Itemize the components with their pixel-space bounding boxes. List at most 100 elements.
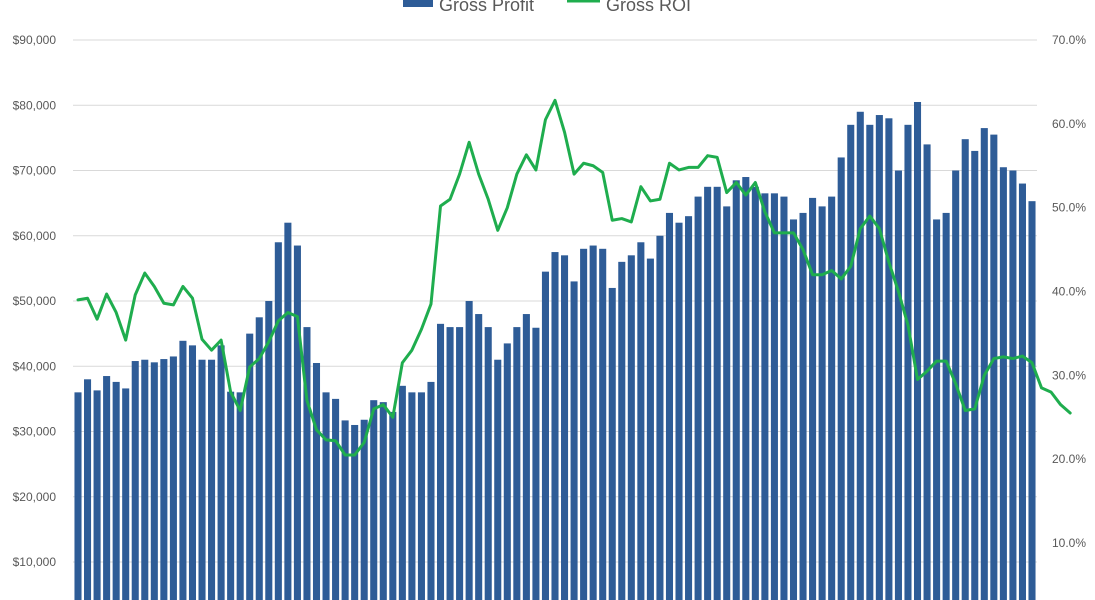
gross-profit-bar <box>217 345 225 600</box>
gross-roi-line <box>76 98 1072 457</box>
right-axis-tick-label: 40.0% <box>1052 285 1086 299</box>
gross-profit-bar <box>942 212 950 600</box>
gross-profit-bar <box>999 167 1007 600</box>
gross-profit-bar <box>913 101 922 600</box>
legend-label-gross-profit: Gross Profit <box>439 0 534 15</box>
gross-profit-bar <box>933 219 941 600</box>
gross-profit-bar <box>894 170 902 600</box>
gross-profit-bar <box>484 327 492 600</box>
gross-profit-bar <box>637 242 645 600</box>
right-axis-tick-label: 50.0% <box>1052 201 1086 215</box>
gross-profit-bar <box>446 327 454 600</box>
gross-profit-bar <box>665 212 674 600</box>
gross-profit-bar <box>580 248 588 600</box>
gross-profit-bar <box>227 391 235 600</box>
gross-profit-bar <box>169 356 177 600</box>
gross-profit-bar <box>312 362 321 600</box>
left-axis-tick-label: $10,000 <box>13 555 57 569</box>
gross-profit-bar <box>351 424 359 600</box>
gross-profit-bar <box>160 359 168 600</box>
legend: Gross Profit Gross ROI <box>403 0 691 15</box>
gross-profit-bar <box>685 216 693 600</box>
gross-profit-bar <box>246 333 254 600</box>
legend-label-gross-roi: Gross ROI <box>606 0 691 15</box>
gross-profit-bar <box>828 196 836 600</box>
gross-profit-bar <box>494 359 502 600</box>
left-axis-tick-label: $60,000 <box>13 229 57 243</box>
gross-profit-bar <box>885 118 893 600</box>
gross-profit-bar <box>360 419 368 600</box>
gross-profit-bar <box>522 314 530 600</box>
gross-profit-bar <box>551 252 559 600</box>
gross-profit-bar <box>503 343 511 600</box>
left-axis-tick-label: $30,000 <box>13 425 57 439</box>
left-axis-tick-label: $50,000 <box>13 294 57 308</box>
gross-profit-bar <box>513 327 521 600</box>
gross-profit-bar <box>465 301 473 600</box>
gross-profit-bar <box>532 327 540 600</box>
gross-profit-bar <box>818 206 826 600</box>
gross-profit-bar <box>971 150 979 600</box>
gross-profit-bar <box>656 235 664 600</box>
left-axis-tick-label: $90,000 <box>13 33 57 47</box>
gross-profit-bar <box>742 177 750 600</box>
gross-profit-bar <box>761 193 769 600</box>
gross-profit-bar <box>570 281 578 600</box>
gross-profit-bar <box>475 314 483 600</box>
gross-profit-bar <box>809 197 817 600</box>
gross-profit-bar <box>618 261 626 600</box>
right-axis-tick-label: 60.0% <box>1052 117 1086 131</box>
gross-profit-bar <box>131 361 139 600</box>
gross-profit-bar <box>389 411 397 600</box>
legend-swatch-gross-profit <box>403 0 433 7</box>
gross-profit-bar <box>379 402 387 600</box>
gross-profit-bar <box>770 193 778 600</box>
right-axis-tick-label: 30.0% <box>1052 368 1086 382</box>
gross-profit-bar <box>799 212 807 600</box>
gross-profit-bar <box>694 196 702 600</box>
gross-profit-bar <box>332 398 340 600</box>
gross-profit-bar <box>303 327 311 600</box>
gross-profit-bar <box>723 206 731 600</box>
gross-profit-bar <box>847 124 855 600</box>
gross-profit-bar <box>103 376 111 600</box>
gross-profit-bars <box>74 101 1036 600</box>
gross-profit-bar <box>599 248 607 600</box>
gross-profit-bar <box>875 115 883 600</box>
gross-profit-bar <box>866 124 874 600</box>
gross-roi-line-layer <box>76 98 1072 457</box>
gross-profit-bar <box>417 392 425 600</box>
gross-profit-bar <box>732 180 740 600</box>
gross-profit-bar <box>179 340 187 600</box>
gross-profit-bar <box>704 186 712 600</box>
gross-profit-bar <box>265 301 273 600</box>
gross-profit-bar <box>904 124 912 600</box>
right-axis-tick-label: 20.0% <box>1052 452 1086 466</box>
gross-profit-bar <box>675 222 683 600</box>
gross-profit-bar <box>751 186 759 600</box>
gross-profit-bar <box>93 390 101 600</box>
gross-profit-bar <box>856 111 864 600</box>
gross-profit-bar <box>255 317 263 600</box>
left-axis-tick-label: $70,000 <box>13 164 57 178</box>
left-axis-tick-label: $80,000 <box>13 98 57 112</box>
gross-profit-bar <box>150 362 158 600</box>
gross-profit-bar <box>608 287 616 600</box>
gross-profit-bar <box>370 400 378 600</box>
gross-profit-bar <box>188 345 197 600</box>
gross-profit-bar <box>456 327 464 600</box>
gross-profit-bar <box>427 381 435 600</box>
left-axis: $10,000 $20,000 $30,000 $40,000 $50,000 $60,0… <box>13 33 57 569</box>
right-axis-tick-label: 70.0% <box>1052 33 1086 47</box>
left-axis-tick-label: $20,000 <box>13 490 57 504</box>
gross-profit-bar <box>627 255 635 600</box>
gross-profit-bar <box>198 359 206 600</box>
gross-profit-bar <box>208 359 216 600</box>
right-axis-tick-label: 10.0% <box>1052 536 1086 550</box>
gross-profit-bar <box>646 258 654 600</box>
gross-profit-bar <box>408 392 416 600</box>
gross-profit-bar <box>561 255 569 600</box>
gross-profit-bar <box>122 388 130 600</box>
gross-profit-bar <box>713 186 721 600</box>
gross-profit-bar <box>1009 170 1017 600</box>
